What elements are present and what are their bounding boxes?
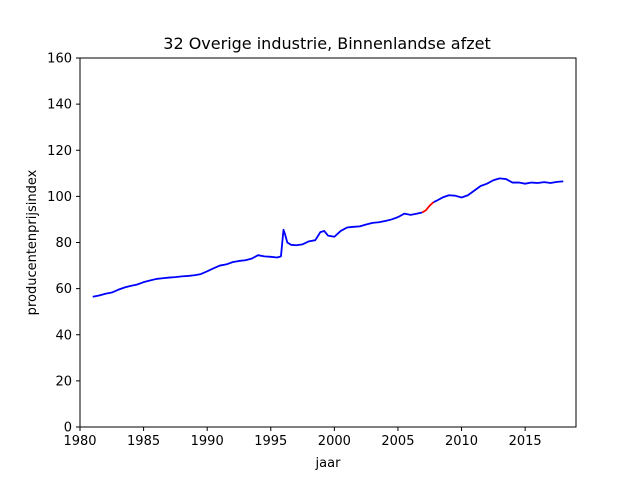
y-axis-label: producentenprijsindex — [25, 169, 40, 315]
x-tick-label: 1985 — [127, 434, 160, 449]
y-tick-label: 80 — [55, 236, 72, 251]
plot-area-frame — [79, 57, 577, 428]
x-tick-label: 2015 — [509, 434, 542, 449]
y-tick-label: 160 — [47, 52, 72, 67]
x-axis: 1980 1985 1990 1995 2000 2005 2010 2015 — [63, 427, 542, 449]
x-tick-label: 2000 — [318, 434, 351, 449]
y-tick-label: 100 — [47, 190, 72, 205]
y-tick-label: 60 — [55, 282, 72, 297]
y-tick-label: 140 — [47, 98, 72, 113]
x-tick-label: 2005 — [381, 434, 414, 449]
series-group — [92, 177, 564, 298]
y-axis: 0 20 40 60 80 100 120 140 160 — [47, 52, 80, 436]
x-tick-label: 1980 — [63, 434, 96, 449]
y-tick-label: 0 — [64, 421, 72, 436]
x-tick-label: 1990 — [191, 434, 224, 449]
series-line-0 — [92, 211, 423, 298]
chart-title: 32 Overige industrie, Binnenlandse afzet — [163, 34, 490, 53]
y-tick-label: 120 — [47, 144, 72, 159]
y-tick-label: 20 — [55, 374, 72, 389]
series-line-1 — [421, 201, 435, 214]
x-axis-label: jaar — [315, 456, 342, 471]
x-tick-label: 2010 — [445, 434, 478, 449]
series-line-2 — [433, 177, 564, 203]
y-tick-label: 40 — [55, 328, 72, 343]
x-tick-label: 1995 — [254, 434, 287, 449]
